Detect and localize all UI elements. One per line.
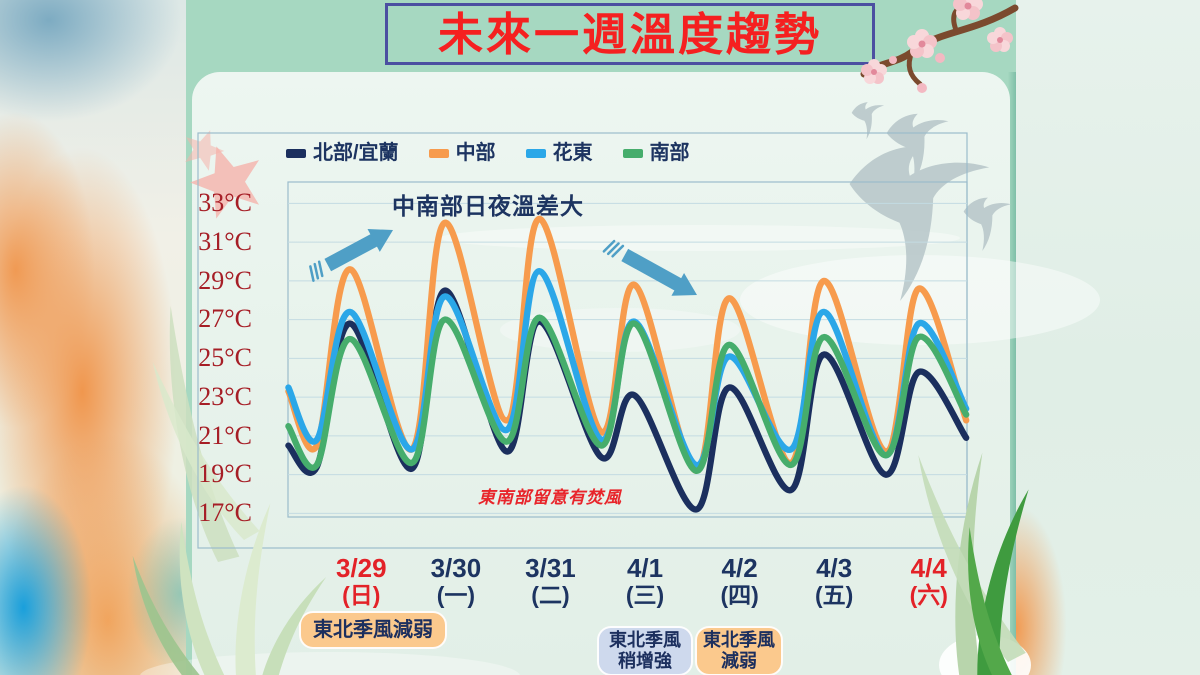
date-cell: 4/2 (四) <box>692 554 787 608</box>
title-box: 未來一週溫度趨勢 <box>385 3 875 65</box>
date-label: 3/30 <box>430 553 482 583</box>
wind-note-pill: 東北季風減弱 <box>299 611 447 649</box>
maple-leaf-icon <box>185 130 260 219</box>
legend-item: 花東 <box>525 142 593 164</box>
background-photo-left <box>0 0 196 675</box>
wind-note-text: 稍增強 <box>618 651 672 671</box>
legend-item: 南部 <box>622 142 690 164</box>
blossom-icon <box>861 0 1013 93</box>
date-label: 4/2 <box>721 553 758 583</box>
legend-label: 南部 <box>649 142 690 164</box>
card-right-edge <box>1008 72 1016 675</box>
y-axis-label: 23°C <box>198 382 252 411</box>
date-cell: 4/4 (六) <box>881 554 976 608</box>
weekday-label: (一) <box>436 582 476 608</box>
y-axis-label: 29°C <box>198 266 252 295</box>
date-cell: 3/31 (二) <box>503 554 598 608</box>
wave-shape <box>140 652 520 675</box>
date-label: 3/31 <box>525 553 576 583</box>
legend-swatch <box>428 148 449 158</box>
legend-label: 花東 <box>552 142 593 164</box>
wind-note-text: 東北季風 <box>703 630 775 650</box>
annotation-day-night-range: 中南部日夜溫差大 <box>392 193 584 219</box>
y-axis-label: 19°C <box>198 459 252 488</box>
y-axis-label: 31°C <box>198 227 252 256</box>
series-line-3 <box>285 314 970 474</box>
x-axis-dates: 3/29 (日) 3/30 (一) 3/31 (二) 4/1 (三) 4/2 (四) 4/… <box>314 554 976 608</box>
weekday-label: (六) <box>909 582 948 608</box>
swallow-icon <box>849 102 1012 301</box>
grass-leaf-icon <box>132 503 327 675</box>
chart-plot-box <box>287 181 968 518</box>
y-axis-label: 27°C <box>198 304 252 333</box>
weekday-label: (三) <box>625 582 665 608</box>
weekday-label: (二) <box>531 582 570 608</box>
y-axis-label: 17°C <box>198 498 252 527</box>
date-label: 4/3 <box>816 553 853 583</box>
date-cell: 4/3 (五) <box>787 554 882 608</box>
legend-item: 北部/宜蘭 <box>286 143 399 163</box>
leaf-icon <box>152 305 260 562</box>
legend-label: 北部/宜蘭 <box>313 142 399 164</box>
date-label: 4/4 <box>910 553 947 583</box>
page-title: 未來一週溫度趨勢 <box>437 8 822 60</box>
annotation-foehn-warning: 東南部留意有焚風 <box>478 488 622 507</box>
date-label: 4/1 <box>626 553 664 583</box>
wind-note-text: 東北季風減弱 <box>313 619 433 641</box>
trend-arrow-down-right <box>602 239 697 296</box>
legend-swatch <box>525 148 546 158</box>
wind-note-text: 減弱 <box>721 651 757 671</box>
grass-leaf-icon <box>918 452 1029 675</box>
cherry-blossom-branch-icon <box>860 0 1019 93</box>
cloud-icon <box>440 225 960 251</box>
chart-legend: 北部/宜蘭 中部 花東 南部 <box>286 139 690 167</box>
wind-note-pill: 東北季風減弱 <box>695 626 783 675</box>
weekday-label: (四) <box>720 582 759 608</box>
y-axis-label: 33°C <box>198 188 252 217</box>
date-cell: 3/30 (一) <box>409 554 504 608</box>
legend-label: 中部 <box>455 142 496 164</box>
legend-swatch <box>622 148 643 158</box>
y-axis-label: 21°C <box>198 421 252 450</box>
wind-note-text: 東北季風 <box>609 630 681 650</box>
legend-item: 中部 <box>428 142 496 164</box>
trend-arrow-up-right <box>309 228 394 282</box>
y-axis-label: 25°C <box>198 343 252 372</box>
legend-swatch <box>286 148 306 158</box>
date-label: 3/29 <box>335 553 387 583</box>
date-cell: 4/1 (三) <box>598 554 693 608</box>
weekday-label: (五) <box>815 582 854 608</box>
background-photo-right <box>1016 0 1200 675</box>
date-cell: 3/29 (日) <box>314 554 409 608</box>
weekday-label: (日) <box>342 582 381 608</box>
wind-note-pill: 東北季風 稍增強 <box>597 626 693 675</box>
